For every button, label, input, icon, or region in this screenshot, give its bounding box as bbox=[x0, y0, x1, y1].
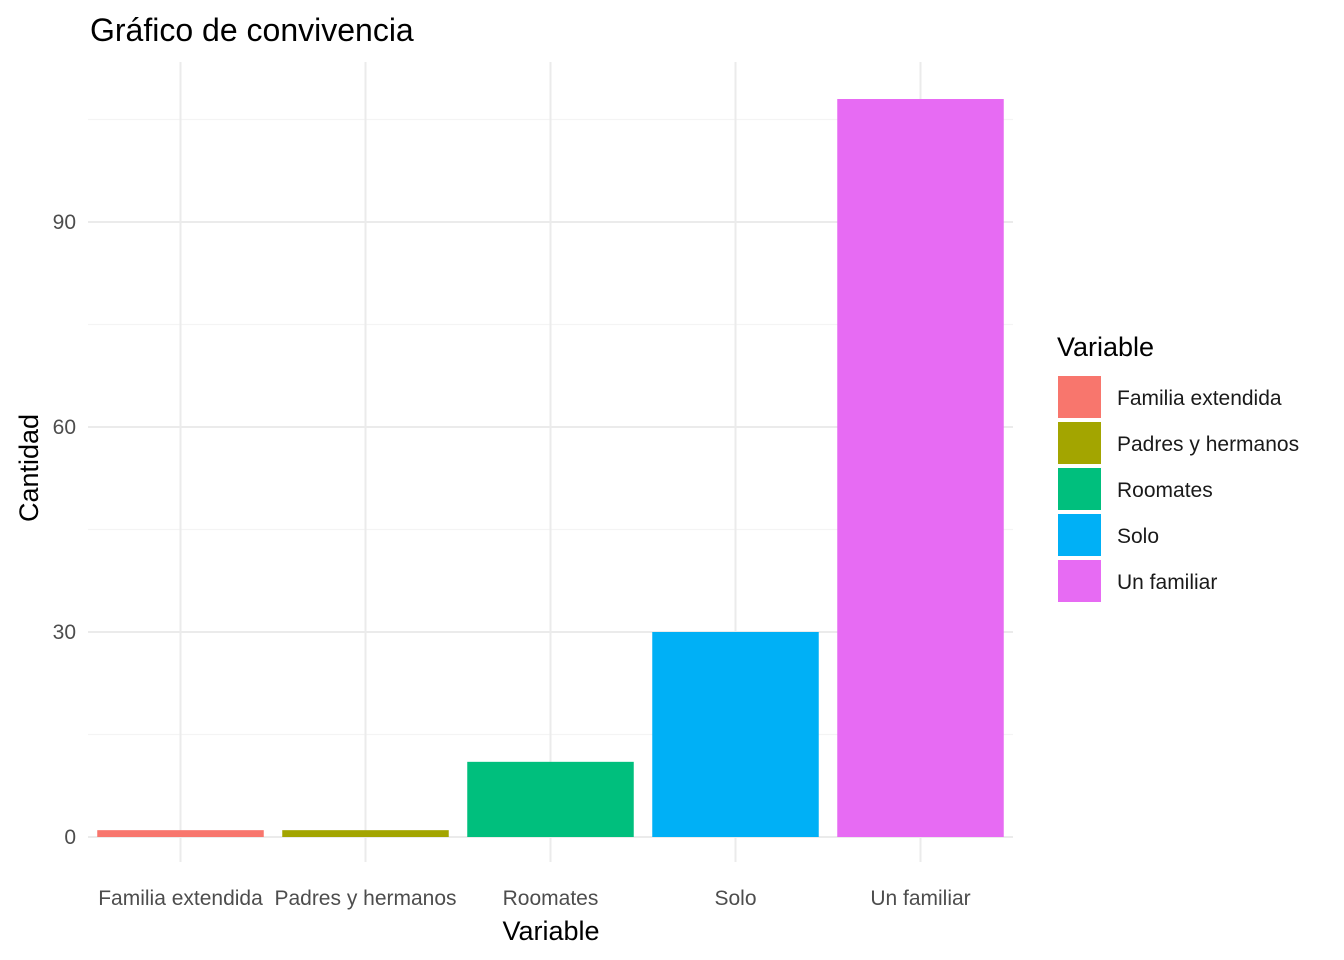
x-tick-label: Familia extendida bbox=[98, 887, 263, 910]
legend-label: Padres y hermanos bbox=[1117, 433, 1299, 456]
legend-title: Variable bbox=[1057, 332, 1154, 362]
x-tick-label: Roomates bbox=[503, 887, 599, 910]
bar-un-familiar bbox=[837, 99, 1004, 837]
legend-items: Familia extendida Padres y hermanos Roomat… bbox=[1058, 376, 1299, 602]
x-tick-label: Solo bbox=[714, 887, 756, 910]
legend-label: Solo bbox=[1117, 525, 1159, 548]
legend-swatch bbox=[1058, 376, 1101, 418]
x-tick-labels: Familia extendida Padres y hermanos Roomat… bbox=[98, 887, 970, 910]
x-tick-label: Padres y hermanos bbox=[274, 887, 456, 910]
legend-swatch bbox=[1058, 422, 1101, 464]
bar-familia-extendida bbox=[97, 830, 264, 837]
chart-title: Gráfico de convivencia bbox=[90, 12, 414, 48]
bar-solo bbox=[652, 632, 819, 837]
legend-label: Roomates bbox=[1117, 479, 1213, 502]
bar-padres-y-hermanos bbox=[282, 830, 449, 837]
y-tick-labels: 0 30 60 90 bbox=[53, 211, 76, 849]
x-axis-title: Variable bbox=[502, 916, 599, 946]
y-tick-label: 30 bbox=[53, 621, 76, 644]
legend-swatch bbox=[1058, 514, 1101, 556]
bars bbox=[97, 99, 1004, 837]
y-tick-label: 0 bbox=[64, 826, 76, 849]
legend-swatch bbox=[1058, 560, 1101, 602]
y-tick-label: 90 bbox=[53, 211, 76, 234]
legend-label: Familia extendida bbox=[1117, 387, 1282, 410]
x-tick-label: Un familiar bbox=[870, 887, 970, 910]
legend: Variable Familia extendida Padres y herma… bbox=[1057, 332, 1299, 602]
bar-roomates bbox=[467, 761, 634, 837]
y-axis-title: Cantidad bbox=[14, 414, 44, 522]
legend-swatch bbox=[1058, 468, 1101, 510]
y-tick-label: 60 bbox=[53, 416, 76, 439]
legend-label: Un familiar bbox=[1117, 571, 1217, 594]
